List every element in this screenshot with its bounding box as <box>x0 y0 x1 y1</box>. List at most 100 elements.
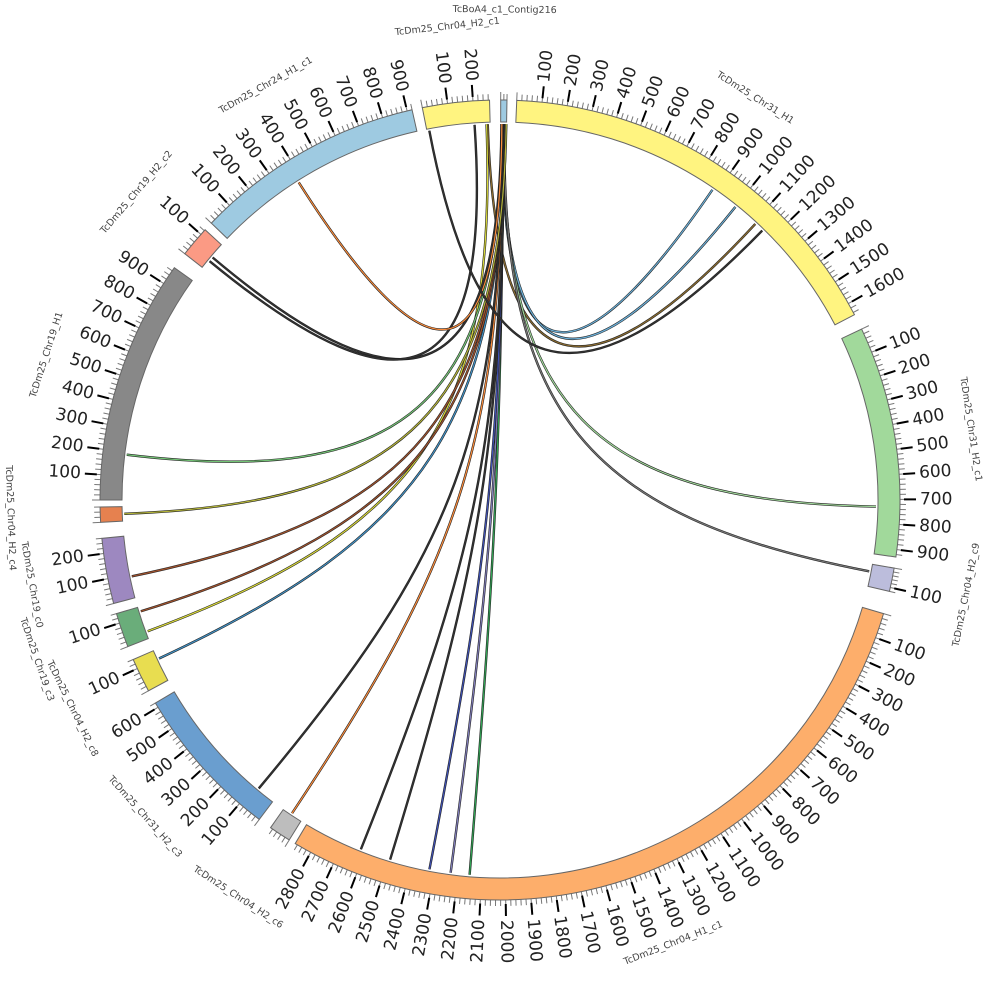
minor-tick <box>596 106 599 113</box>
segment-tcdm25-chr24-h1-c1[interactable] <box>210 109 418 240</box>
tick-label: 500 <box>638 73 668 110</box>
minor-tick <box>423 892 426 899</box>
minor-tick <box>293 844 298 851</box>
minor-tick <box>837 282 844 287</box>
minor-tick <box>137 315 144 320</box>
minor-tick <box>889 407 896 411</box>
minor-tick <box>240 187 246 193</box>
segment-tcdm25-chr19-h1[interactable] <box>99 267 193 501</box>
minor-tick <box>863 665 870 669</box>
segment-name-label: TcDm25_Chr19_c3 <box>17 615 56 702</box>
link <box>212 124 502 360</box>
tick-label: 800 <box>100 271 138 304</box>
minor-tick <box>291 151 295 158</box>
minor-tick <box>565 894 568 901</box>
minor-tick <box>829 269 835 274</box>
segment-tcdm25-chr04-h2-c9[interactable] <box>867 563 895 592</box>
minor-tick <box>745 815 750 821</box>
minor-tick <box>853 309 859 313</box>
minor-tick <box>115 627 122 631</box>
minor-tick <box>764 799 770 805</box>
minor-tick <box>662 864 667 871</box>
link-outline <box>257 124 505 790</box>
segment-tcdm25-chr04-h2-c4[interactable] <box>99 506 124 523</box>
segment-name-label: TcDm25_Chr19_c0 <box>18 540 45 629</box>
tick-label: 100 <box>891 635 928 665</box>
segment-tcdm25-chr04-h2-c8[interactable] <box>132 650 169 692</box>
major-tick <box>470 84 474 97</box>
major-tick <box>641 110 648 123</box>
minor-tick <box>102 417 109 420</box>
minor-tick <box>121 353 128 357</box>
minor-tick <box>897 458 904 460</box>
major-tick <box>771 192 782 203</box>
minor-tick <box>606 108 609 115</box>
minor-tick <box>105 593 112 596</box>
minor-tick <box>451 96 454 103</box>
minor-tick <box>103 588 111 591</box>
minor-tick <box>192 233 198 239</box>
minor-tick <box>807 240 814 246</box>
major-tick <box>903 523 916 527</box>
minor-tick <box>857 679 864 683</box>
minor-tick <box>825 731 832 736</box>
minor-tick <box>104 407 111 410</box>
minor-tick <box>119 358 126 362</box>
minor-tick <box>260 171 266 177</box>
minor-tick <box>550 896 553 903</box>
minor-tick <box>189 237 195 243</box>
minor-tick <box>99 563 106 566</box>
minor-tick <box>595 888 599 895</box>
minor-tick <box>322 134 327 141</box>
segment-name-label: TcDm25_Chr04_H2_c4 <box>3 464 18 571</box>
segment-name-label: TcDm25_Chr04_H2_c6 <box>190 863 285 931</box>
minor-tick <box>178 248 186 255</box>
minor-tick <box>243 809 248 816</box>
minor-tick <box>133 672 140 677</box>
minor-tick <box>880 622 887 626</box>
minor-tick <box>681 138 686 145</box>
minor-tick <box>433 894 436 901</box>
segment-tcdm25-chr04-h1-c1[interactable] <box>294 606 885 901</box>
minor-tick <box>325 861 330 868</box>
minor-tick <box>850 692 856 697</box>
major-tick <box>444 87 448 100</box>
minor-tick <box>823 261 829 266</box>
minor-tick <box>135 677 142 681</box>
minor-tick <box>576 101 579 108</box>
major-tick <box>731 159 741 171</box>
segment-tcdm25-chr19-c0[interactable] <box>101 535 136 605</box>
major-tick <box>883 369 896 376</box>
major-tick <box>452 901 456 914</box>
segment-tcdm25-chr04-h2-c6[interactable] <box>269 808 302 841</box>
tick-label: 500 <box>915 433 950 457</box>
segment-name-label: TcDm25_Chr19_H2_c2 <box>98 149 175 237</box>
major-tick <box>763 805 773 816</box>
tick-label: 700 <box>331 73 361 110</box>
segment-tcdm25-chr31-h2-c3[interactable] <box>154 691 274 821</box>
segment-tcdm25-chr31-h2-c1[interactable] <box>841 328 901 558</box>
minor-tick <box>888 402 895 406</box>
minor-tick <box>814 248 820 254</box>
minor-tick <box>254 819 260 827</box>
segment-tcboa4-c1-contig216[interactable] <box>500 99 508 123</box>
segment-tcdm25-chr19-c3[interactable] <box>115 606 149 648</box>
minor-tick <box>793 770 799 776</box>
link <box>487 124 756 347</box>
tick-label: 800 <box>919 516 953 538</box>
minor-tick <box>212 782 218 788</box>
link-outline <box>388 124 506 860</box>
links-layer <box>124 123 876 875</box>
segment-tcdm25-chr04-h2-c1[interactable] <box>421 99 491 130</box>
tick-label: 2200 <box>438 916 463 961</box>
segment-tcdm25-chr19-h2-c2[interactable] <box>184 229 223 268</box>
minor-tick <box>839 710 846 715</box>
minor-tick <box>611 110 614 117</box>
link-outline <box>486 124 757 348</box>
minor-tick <box>311 854 316 861</box>
segment-tcdm25-chr31-h1[interactable] <box>515 99 856 326</box>
minor-tick <box>395 107 398 114</box>
minor-tick <box>247 812 252 819</box>
minor-tick <box>560 895 563 902</box>
minor-tick <box>878 627 885 631</box>
